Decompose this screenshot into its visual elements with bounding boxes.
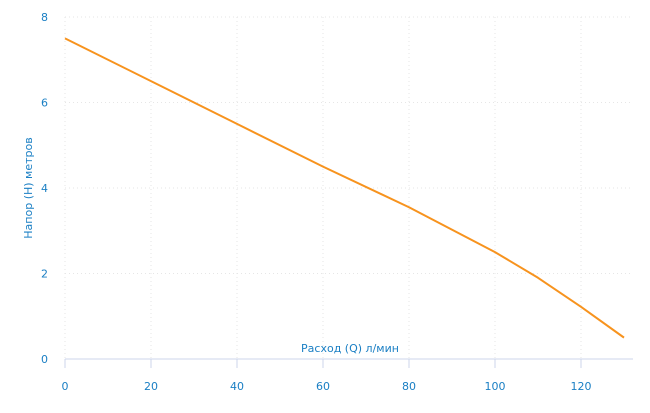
y-tick-label: 4 — [41, 182, 48, 195]
y-tick-label: 8 — [41, 11, 48, 24]
x-tick-label: 40 — [230, 380, 244, 393]
x-tick-label: 0 — [62, 380, 69, 393]
x-axis-label: Расход (Q) л/мин — [301, 342, 399, 355]
x-tick-label: 80 — [402, 380, 416, 393]
axes: 0 20 40 60 80 100 120 0 2 4 6 8 — [41, 11, 633, 393]
grid — [64, 16, 633, 359]
x-tick-label: 100 — [485, 380, 506, 393]
y-axis-label: Напор (H) метров — [22, 137, 35, 238]
y-tick-label: 2 — [41, 268, 48, 281]
series-line — [64, 37, 625, 339]
x-tick-label: 60 — [316, 380, 330, 393]
y-tick-label: 6 — [41, 97, 48, 110]
series — [64, 37, 625, 339]
y-tick-label: 0 — [41, 353, 48, 366]
x-tick-label: 20 — [144, 380, 158, 393]
x-tick-label: 120 — [571, 380, 592, 393]
